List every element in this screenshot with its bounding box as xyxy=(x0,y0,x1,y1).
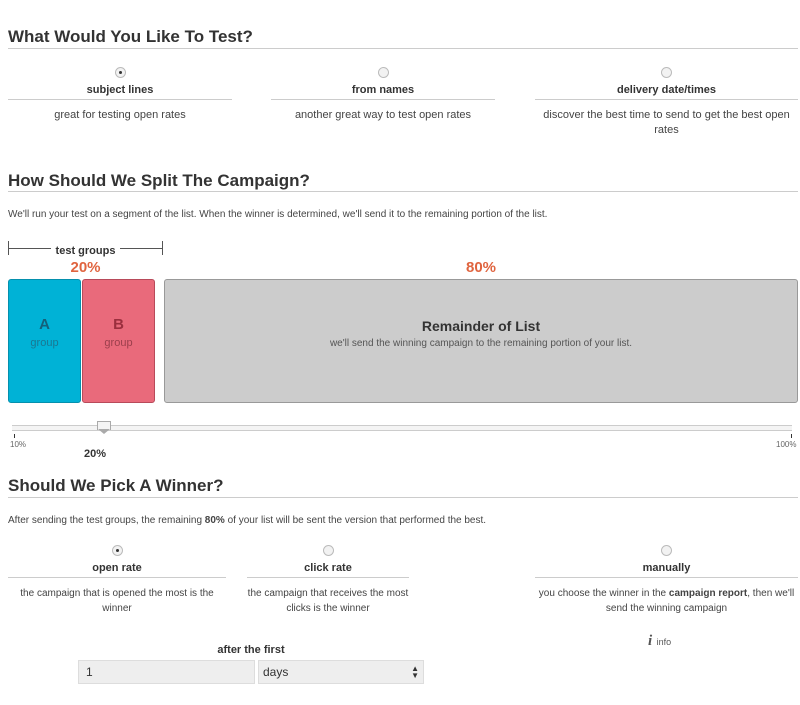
option-label: from names xyxy=(271,84,495,100)
option-desc: another great way to test open rates xyxy=(294,109,472,121)
option-label: delivery date/times xyxy=(535,84,798,100)
divider xyxy=(8,191,798,192)
option-click-rate[interactable]: click rate the campaign that receives th… xyxy=(247,545,409,616)
test-heading: What Would You Like To Test? xyxy=(8,27,253,46)
option-manually[interactable]: manually you choose the winner in the ca… xyxy=(535,545,798,616)
test-groups-bracket: test groups xyxy=(8,241,163,257)
radio-manually[interactable] xyxy=(661,545,672,556)
slider-handle[interactable] xyxy=(97,421,111,430)
winner-heading: Should We Pick A Winner? xyxy=(8,476,224,495)
split-heading: How Should We Split The Campaign? xyxy=(8,171,310,190)
slider-value-label: 20% xyxy=(84,448,107,460)
split-intro: We'll run your test on a segment of the … xyxy=(8,209,548,220)
group-b-box: B group xyxy=(82,279,155,403)
remainder-percent: 80% xyxy=(465,259,497,276)
option-open-rate[interactable]: open rate the campaign that is opened th… xyxy=(8,545,226,616)
option-desc: great for testing open rates xyxy=(54,109,186,121)
divider xyxy=(8,48,798,49)
option-subject-lines[interactable]: subject lines great for testing open rat… xyxy=(8,67,232,123)
option-label: subject lines xyxy=(8,84,232,100)
remainder-box: Remainder of List we'll send the winning… xyxy=(164,279,798,403)
radio-from-names[interactable] xyxy=(377,67,389,78)
divider xyxy=(8,497,798,498)
option-delivery[interactable]: delivery date/times discover the best ti… xyxy=(535,67,798,138)
unit-select[interactable]: days ▲ ▼ xyxy=(258,660,424,684)
option-desc: the campaign that receives the most clic… xyxy=(247,588,409,614)
option-desc: you choose the winner in the campaign re… xyxy=(538,588,795,614)
slider-handle-point xyxy=(98,429,110,434)
test-percent: 20% xyxy=(70,259,101,276)
slider-max-label: 100% xyxy=(776,440,797,449)
info-link[interactable]: i info xyxy=(648,633,672,649)
amount-input[interactable]: 1 xyxy=(78,660,255,684)
group-a-box: A group xyxy=(8,279,81,403)
select-arrows-icon: ▲ ▼ xyxy=(411,664,419,680)
slider-min-label: 10% xyxy=(10,440,27,449)
option-from-names[interactable]: from names another great way to test ope… xyxy=(271,67,495,123)
radio-click-rate[interactable] xyxy=(322,545,334,556)
radio-delivery[interactable] xyxy=(661,67,672,78)
option-label: manually xyxy=(535,562,798,578)
tick-max xyxy=(791,434,792,438)
radio-open-rate[interactable] xyxy=(111,545,123,556)
option-desc: the campaign that is opened the most is … xyxy=(20,588,214,614)
info-icon: i xyxy=(648,633,653,649)
radio-subject-lines[interactable] xyxy=(114,67,126,78)
option-label: open rate xyxy=(8,562,226,578)
option-desc: discover the best time to send to get th… xyxy=(543,109,790,136)
after-label: after the first xyxy=(217,644,285,656)
split-slider[interactable] xyxy=(12,425,792,431)
option-label: click rate xyxy=(247,562,409,578)
winner-intro: After sending the test groups, the remai… xyxy=(8,515,487,526)
tick-min xyxy=(14,434,15,438)
